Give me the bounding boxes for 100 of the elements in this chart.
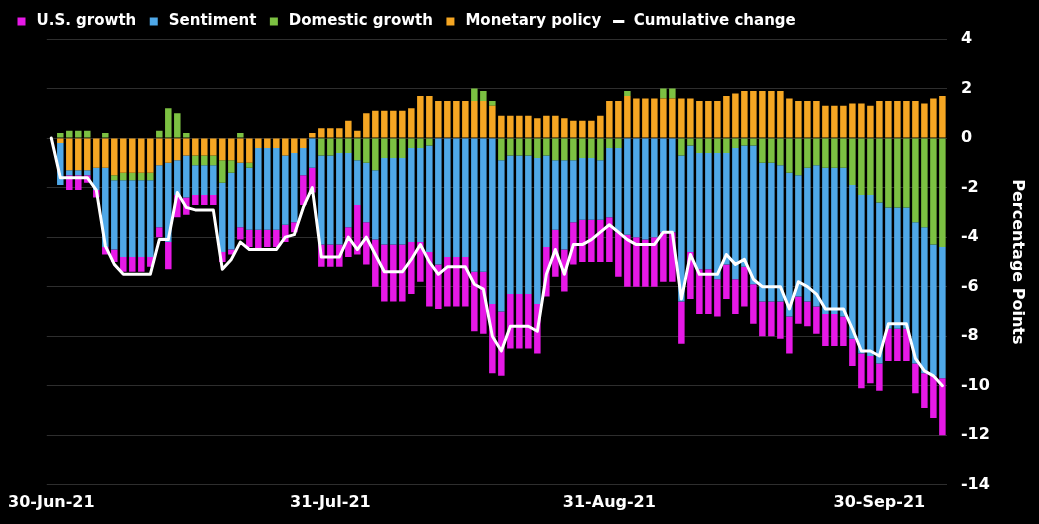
bar: [516, 294, 523, 349]
bar: [714, 100, 721, 138]
bar: [534, 138, 541, 158]
bar: [606, 217, 613, 262]
bar: [597, 138, 604, 161]
bar: [759, 138, 766, 163]
y-tick-label: -8: [960, 325, 979, 345]
bar: [183, 138, 190, 156]
bar: [525, 115, 532, 138]
x-tick-label: 31-Jul-21: [290, 491, 371, 511]
bar: [201, 155, 208, 166]
bar: [489, 138, 496, 304]
bar: [147, 172, 154, 181]
bar: [624, 138, 631, 235]
bar: [534, 157, 541, 304]
bar: [597, 160, 604, 220]
bar: [75, 170, 82, 176]
bar: [849, 185, 856, 339]
bar: [795, 175, 802, 297]
bar: [804, 138, 811, 168]
bar: [174, 138, 181, 161]
bar: [660, 88, 667, 99]
bar: [813, 306, 820, 334]
bar: [552, 138, 559, 161]
bar: [489, 100, 496, 106]
bar: [705, 100, 712, 138]
bar: [507, 115, 514, 138]
bar: [849, 138, 856, 186]
bar: [813, 100, 820, 138]
bar: [921, 373, 928, 409]
x-tick-label: 31-Aug-21: [562, 491, 656, 511]
bar: [750, 138, 757, 146]
bar: [309, 133, 316, 138]
bar: [867, 356, 874, 384]
bar: [759, 301, 766, 337]
bar: [147, 180, 154, 257]
bar: [201, 195, 208, 205]
bar: [111, 175, 118, 181]
bar: [273, 229, 280, 248]
bar: [426, 138, 433, 146]
bar: [435, 100, 442, 138]
bar: [255, 147, 262, 230]
bar: [453, 256, 460, 307]
bar: [912, 363, 919, 394]
bar: [651, 98, 658, 138]
bar: [831, 138, 838, 168]
bar: [723, 264, 730, 300]
bar: [921, 103, 928, 138]
bar: [579, 138, 586, 158]
bar: [921, 227, 928, 374]
bar: [57, 133, 64, 138]
x-tick-label: 30-Sep-21: [833, 491, 926, 511]
bar: [714, 279, 721, 317]
bar: [111, 138, 118, 176]
y-tick-label: 4: [960, 28, 973, 48]
bar: [642, 239, 649, 287]
bar: [471, 100, 478, 138]
bar: [777, 301, 784, 339]
bar: [903, 138, 910, 208]
bar: [336, 128, 343, 138]
bar: [705, 138, 712, 153]
bar: [120, 172, 127, 181]
bar: [516, 115, 523, 138]
bar: [174, 160, 181, 196]
bar: [84, 130, 91, 138]
bar: [399, 138, 406, 158]
bar: [345, 138, 352, 153]
bar: [615, 147, 622, 233]
bar: [921, 138, 928, 228]
bar: [750, 145, 757, 285]
bar: [570, 138, 577, 161]
bar: [390, 157, 397, 245]
bar: [633, 138, 640, 238]
bar: [345, 120, 352, 138]
bar: [471, 271, 478, 332]
bar: [732, 138, 739, 148]
bar: [570, 160, 577, 223]
bar: [912, 100, 919, 138]
bar: [228, 172, 235, 250]
bar: [579, 157, 586, 220]
bar: [246, 167, 253, 230]
bar: [354, 160, 361, 205]
y-tick-label: 2: [960, 77, 973, 97]
bar: [183, 133, 190, 138]
bar: [678, 98, 685, 138]
bar: [363, 113, 370, 138]
bar: [939, 247, 946, 379]
bar: [264, 229, 271, 248]
bar: [696, 138, 703, 153]
bar: [498, 115, 505, 138]
bar: [444, 100, 451, 138]
bar: [750, 284, 757, 324]
bar: [426, 145, 433, 252]
bar: [876, 202, 883, 364]
bar: [426, 95, 433, 138]
bar: [894, 328, 901, 361]
bar: [84, 170, 91, 176]
bar: [759, 162, 766, 302]
bar: [273, 147, 280, 230]
bar: [489, 105, 496, 138]
